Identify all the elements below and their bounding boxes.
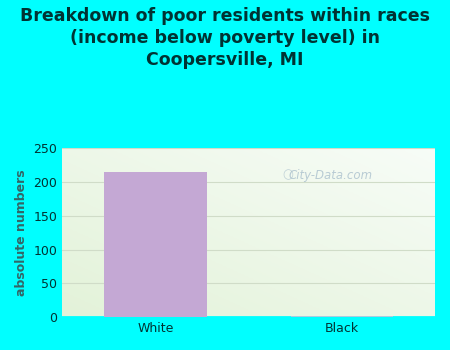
Text: Breakdown of poor residents within races
(income below poverty level) in
Coopers: Breakdown of poor residents within races… <box>20 7 430 69</box>
Text: ○: ○ <box>282 169 293 182</box>
Text: City-Data.com: City-Data.com <box>288 169 373 182</box>
Bar <box>291 316 393 317</box>
Bar <box>104 172 207 317</box>
Y-axis label: absolute numbers: absolute numbers <box>15 169 28 296</box>
